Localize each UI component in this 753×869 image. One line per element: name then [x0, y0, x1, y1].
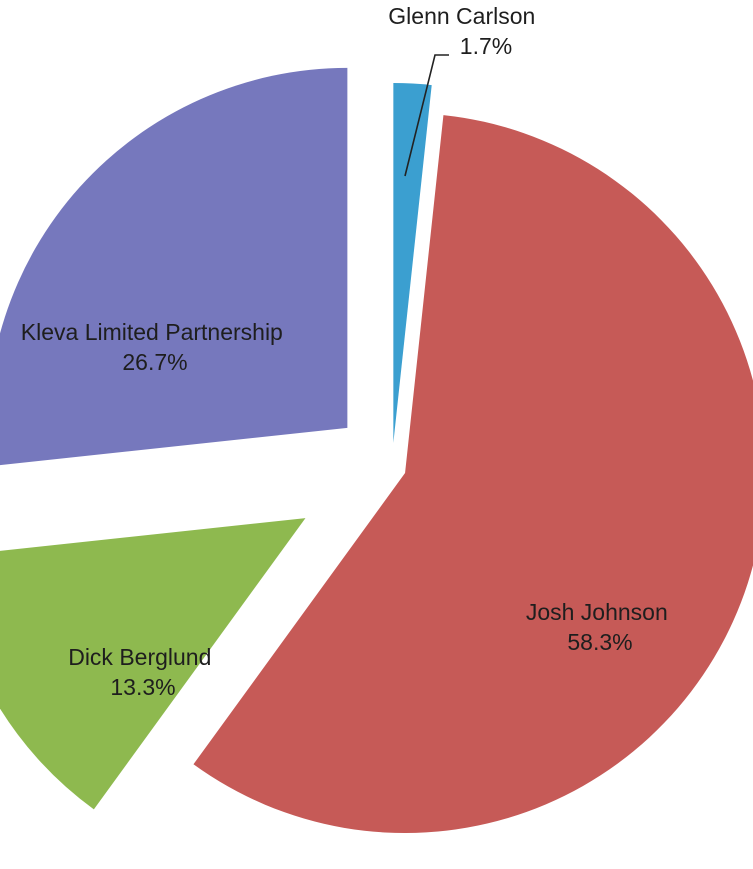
slice-name-kleva-limited-partnership: Kleva Limited Partnership [21, 319, 283, 345]
pie-slice-kleva-limited-partnership [0, 67, 348, 466]
slice-percent-glenn-carlson: 1.7% [460, 33, 512, 59]
pie-slice-glenn-carlson [393, 83, 432, 444]
slice-label-dick-berglund: Dick Berglund 13.3% [68, 644, 218, 700]
slice-percent-kleva-limited-partnership: 26.7% [122, 349, 187, 375]
slice-name-josh-johnson: Josh Johnson [526, 599, 668, 625]
slice-label-josh-johnson: Josh Johnson 58.3% [526, 599, 674, 655]
slice-percent-josh-johnson: 58.3% [567, 629, 632, 655]
pie-slice-josh-johnson [193, 115, 753, 833]
leader-lines [404, 54, 449, 177]
slice-label-kleva-limited-partnership: Kleva Limited Partnership 26.7% [21, 319, 289, 375]
pie-slice-dick-berglund [0, 518, 306, 810]
slice-name-dick-berglund: Dick Berglund [68, 644, 211, 670]
slice-label-glenn-carlson: Glenn Carlson 1.7% [388, 3, 541, 59]
leader-line-glenn-carlson [404, 54, 449, 177]
slice-percent-dick-berglund: 13.3% [110, 674, 175, 700]
slice-labels: Glenn Carlson 1.7% Josh Johnson 58.3% Di… [21, 3, 674, 700]
slice-name-glenn-carlson: Glenn Carlson [388, 3, 535, 29]
pie-slices [0, 67, 753, 833]
